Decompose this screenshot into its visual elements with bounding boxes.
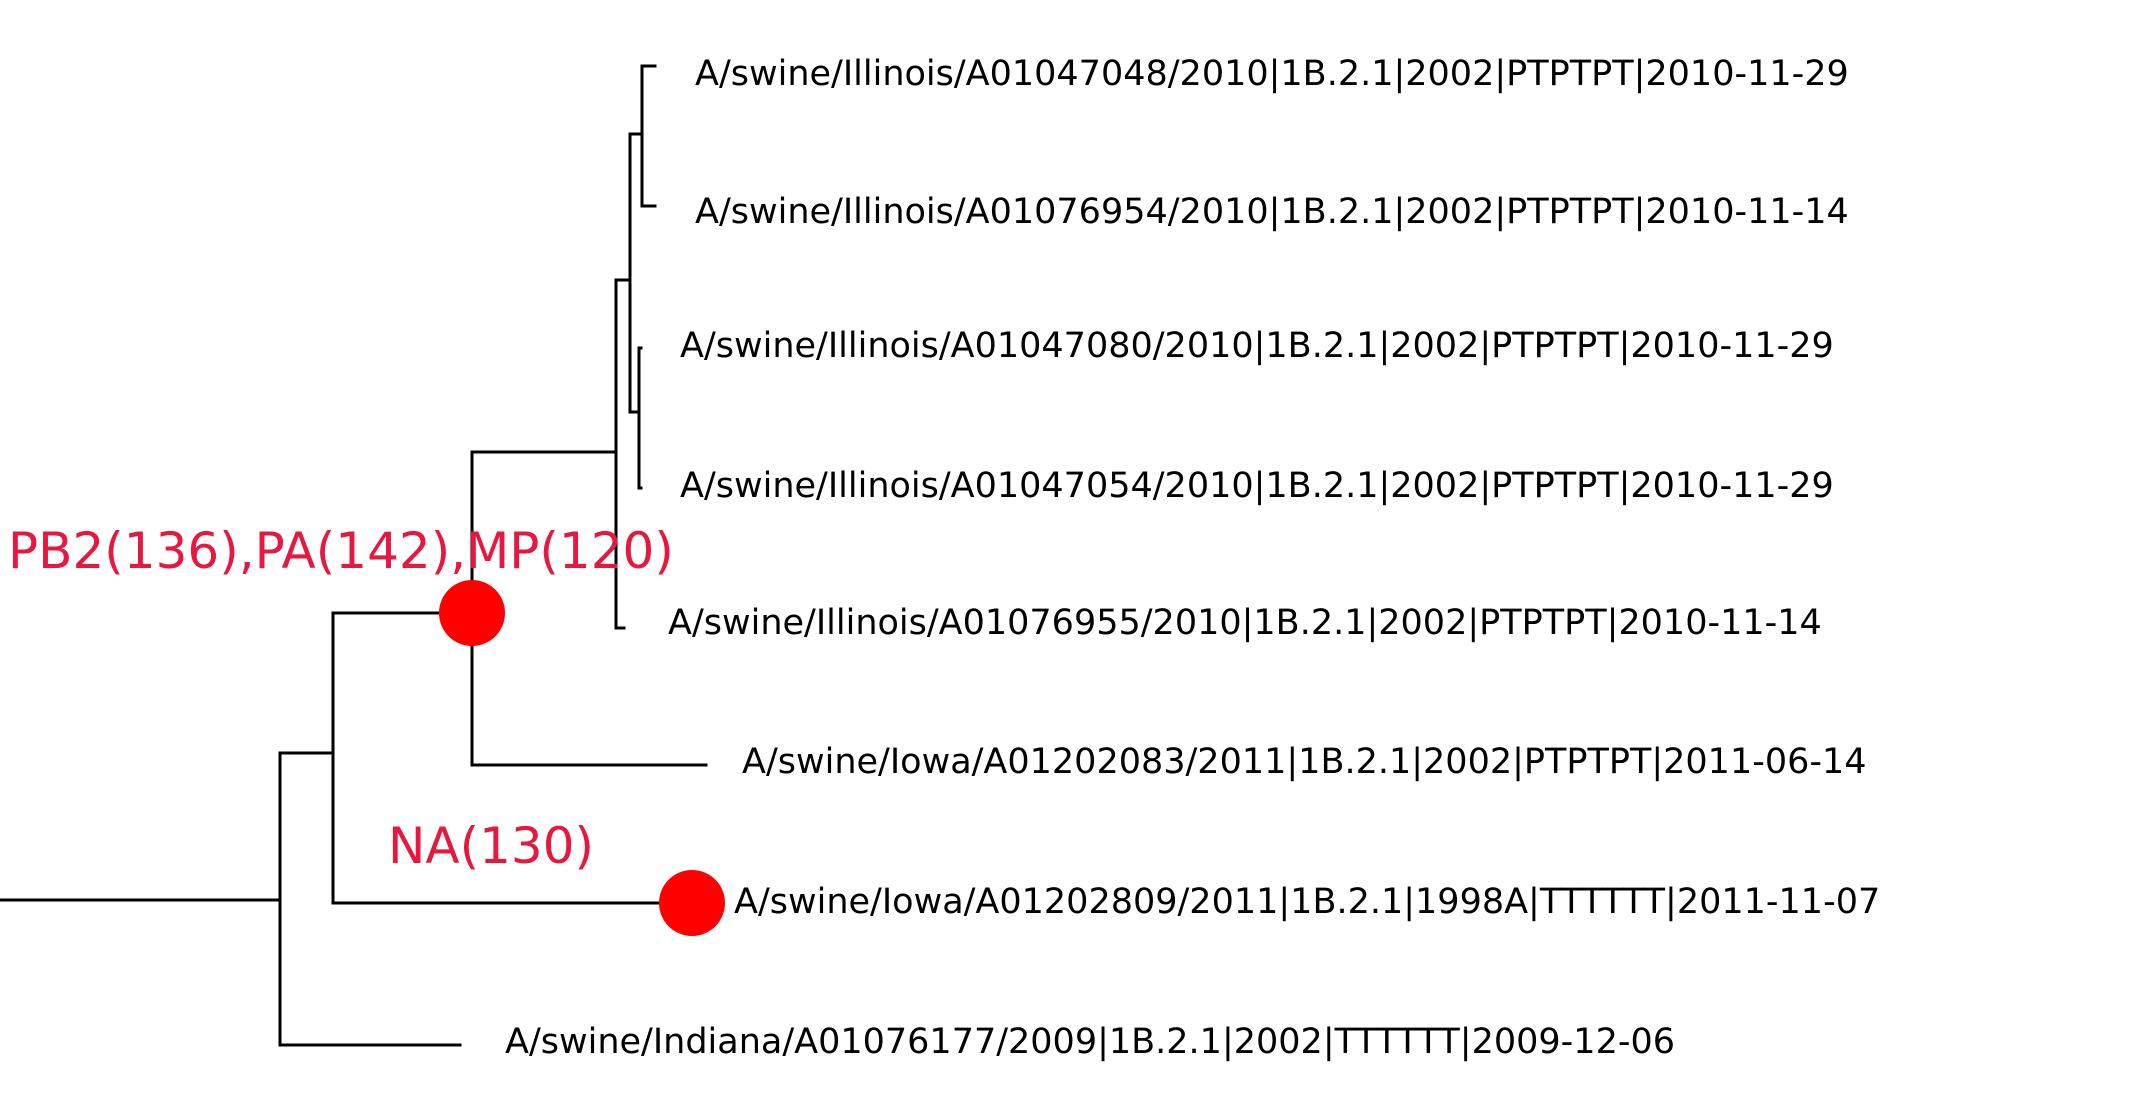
tree-branches [0, 64, 708, 1047]
event-label-na: NA(130) [388, 817, 594, 875]
event-markers: PB2(136),PA(142),MP(120) NA(130) [8, 522, 725, 936]
tip-label: A/swine/Illinois/A01047048/2010|1B.2.1|2… [695, 54, 1849, 94]
tip-labels: A/swine/Illinois/A01047048/2010|1B.2.1|2… [505, 54, 1880, 1062]
tip-label: A/swine/Illinois/A01076954/2010|1B.2.1|2… [695, 192, 1849, 232]
tip-label: A/swine/Illinois/A01047080/2010|1B.2.1|2… [680, 326, 1834, 366]
event-marker-pb2-pa-mp [439, 580, 505, 646]
event-marker-na [659, 870, 725, 936]
event-label-pb2-pa-mp: PB2(136),PA(142),MP(120) [8, 522, 674, 580]
tip-label: A/swine/Indiana/A01076177/2009|1B.2.1|20… [505, 1022, 1675, 1062]
tip-label: A/swine/Iowa/A01202809/2011|1B.2.1|1998A… [734, 882, 1880, 922]
tip-label: A/swine/Illinois/A01076955/2010|1B.2.1|2… [668, 603, 1822, 643]
tip-label: A/swine/Iowa/A01202083/2011|1B.2.1|2002|… [742, 742, 1867, 782]
tip-label: A/swine/Illinois/A01047054/2010|1B.2.1|2… [680, 466, 1834, 506]
